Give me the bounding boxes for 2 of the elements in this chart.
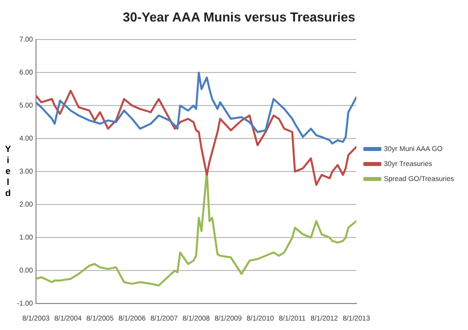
y-axis-title: Yield	[4, 144, 12, 198]
chart-title: 30-Year AAA Munis versus Treasuries	[122, 9, 356, 24]
